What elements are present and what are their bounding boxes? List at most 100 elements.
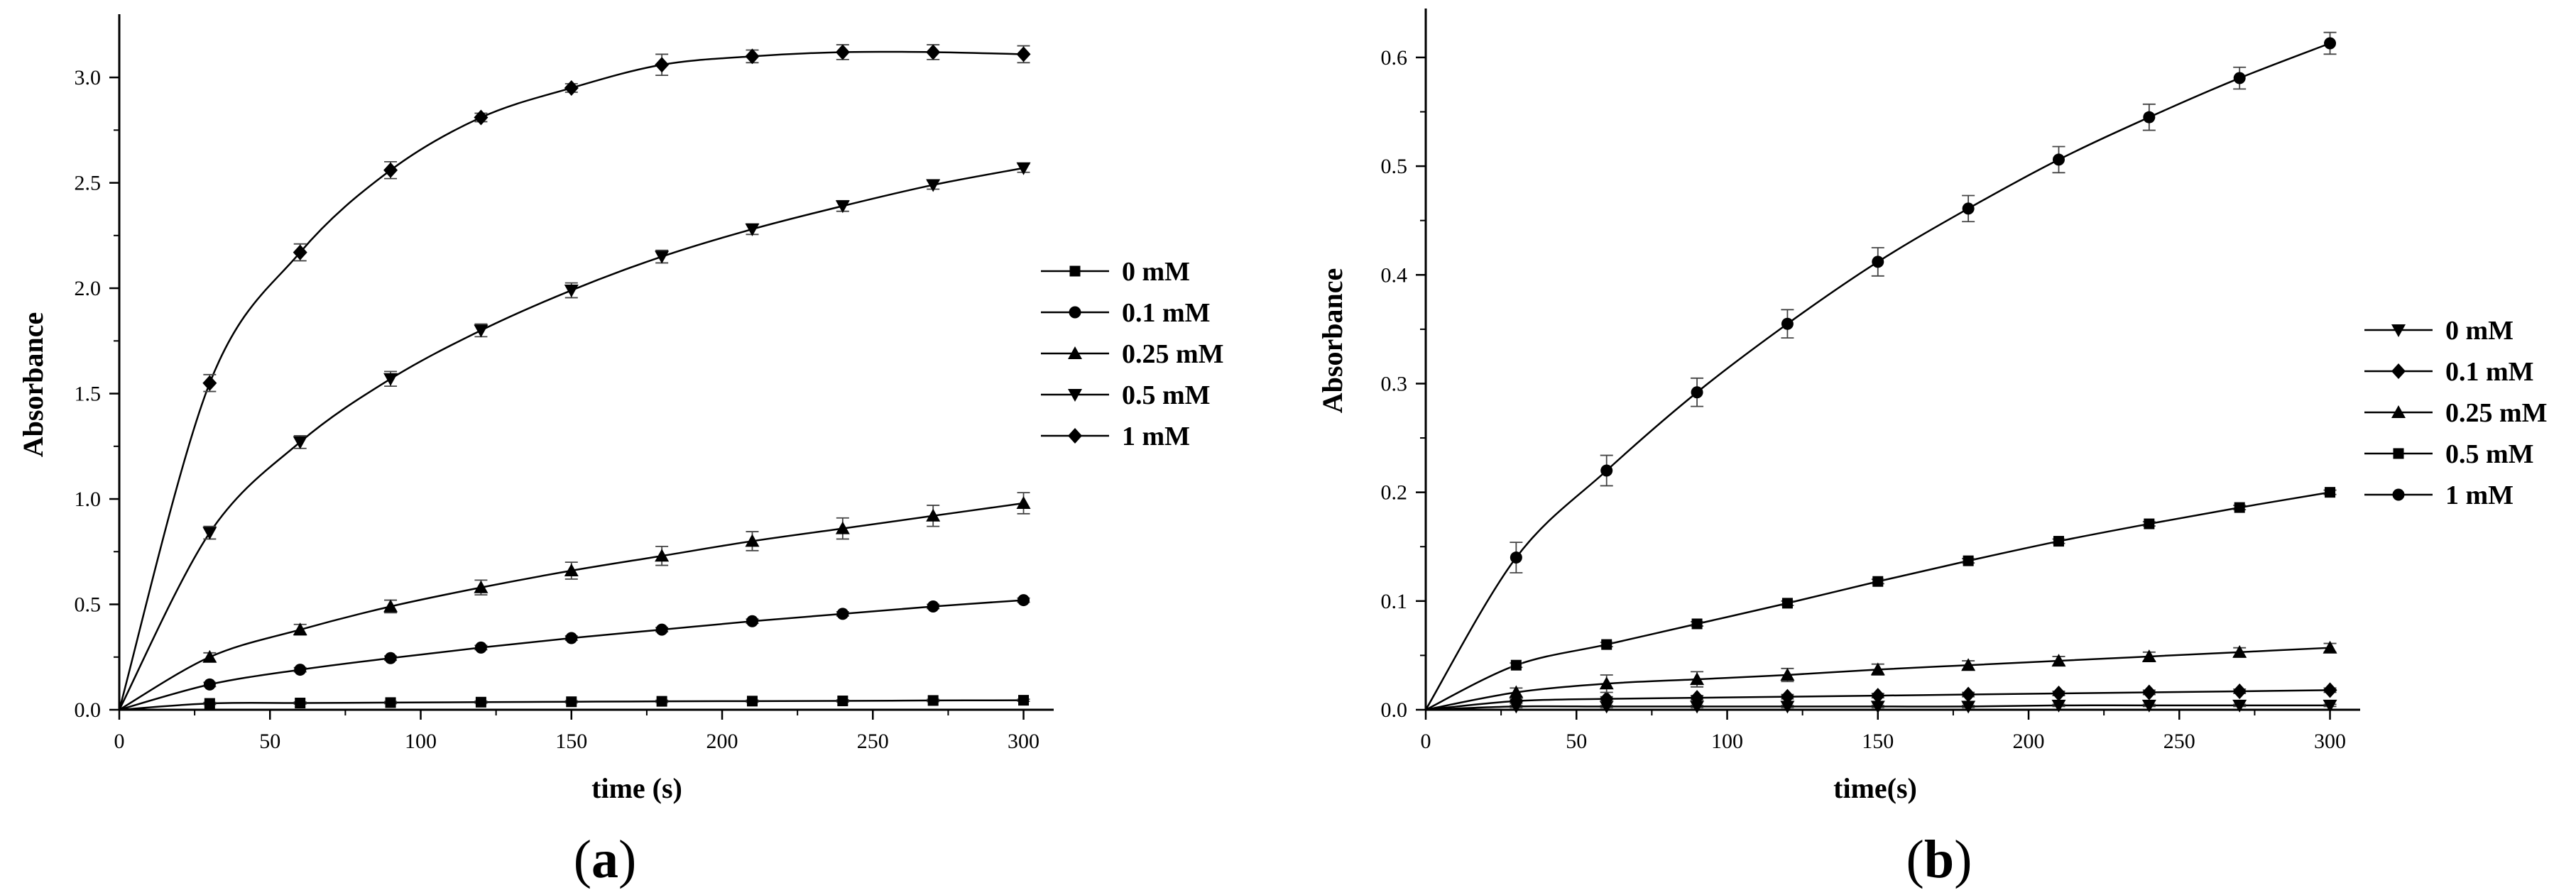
data-point-b (2141, 684, 2156, 701)
y-tick-label-a: 2.0 (75, 277, 102, 300)
data-point-a (1016, 162, 1031, 175)
x-tick-label-a: 150 (555, 730, 587, 753)
data-point-b (2052, 153, 2065, 166)
data-point-a (385, 697, 396, 708)
y-tick-label-a: 0.5 (75, 593, 102, 617)
data-point-a (204, 698, 215, 709)
data-point-b (1872, 576, 1884, 587)
series-a-0 (119, 695, 1030, 711)
data-point-a (383, 599, 398, 613)
data-point-a (1017, 594, 1030, 607)
data-point-a (746, 696, 758, 707)
panel-label-letter-b: b (1924, 830, 1954, 889)
y-tick-label-b: 0.6 (1381, 46, 1408, 70)
series-line-a-4 (118, 50, 1024, 710)
data-point-b (2324, 37, 2337, 50)
data-point-a (384, 652, 397, 664)
data-point-a (203, 678, 216, 691)
data-point-b (2144, 518, 2155, 529)
data-point-b (2051, 686, 2066, 702)
data-point-b (1962, 202, 1975, 215)
data-point-b (2232, 699, 2247, 713)
data-point-b (1600, 464, 1613, 477)
series-a-3 (118, 162, 1031, 710)
panel-label-letter-a: a (591, 830, 618, 889)
series-a-2 (119, 492, 1031, 711)
data-point-a (836, 608, 849, 620)
data-point-a (655, 57, 670, 73)
y-axis-title-a: Absorbance (17, 312, 49, 457)
data-point-b (2323, 699, 2337, 713)
legend-label-a: 0.1 mM (1122, 298, 1211, 328)
y-tick-label-a: 1.5 (75, 383, 102, 406)
y-tick-label-a: 3.0 (75, 66, 102, 89)
data-point-a (293, 244, 307, 260)
x-tick-label-a: 100 (405, 730, 437, 753)
data-point-b (2053, 536, 2064, 547)
legend-marker-b (2392, 488, 2405, 501)
data-point-a (295, 697, 306, 708)
data-point-a (927, 600, 939, 613)
legend-marker-a (1068, 428, 1082, 444)
data-point-b (1780, 667, 1795, 681)
data-point-b (1961, 701, 1976, 714)
data-point-b (2051, 654, 2066, 667)
y-tick-label-b: 0.3 (1381, 372, 1408, 395)
x-tick-label-b: 300 (2314, 730, 2346, 753)
series-a-4 (118, 44, 1031, 710)
legend-label-a: 0.5 mM (1122, 380, 1211, 410)
data-point-a (927, 695, 939, 706)
data-point-b (1691, 618, 1703, 630)
series-line-b-4 (1424, 42, 2330, 710)
x-tick-label-b: 200 (2013, 730, 2045, 753)
x-axis-title-a: time (s) (591, 772, 682, 804)
legend-label-b: 0.1 mM (2445, 357, 2534, 387)
data-point-a (835, 521, 850, 534)
x-tick-label-a: 250 (857, 730, 889, 753)
data-point-a (745, 48, 760, 65)
y-tick-label-a: 1.0 (75, 488, 102, 511)
y-tick-label-b: 0.0 (1381, 698, 1408, 722)
chart-panel-b: 0 50 100 150 200 250 300 0.0 0.1 0.2 0.3 0.4 0.5 0.6 0… (1316, 9, 2548, 889)
y-tick-label-b: 0.5 (1381, 155, 1408, 178)
data-point-a (474, 580, 489, 593)
x-tick-label-a: 50 (259, 730, 280, 753)
data-point-a (1018, 695, 1030, 706)
data-point-a (655, 623, 668, 636)
data-point-b (1963, 555, 1974, 566)
data-point-a (656, 696, 667, 707)
data-point-a (837, 696, 848, 707)
data-point-b (2232, 644, 2247, 658)
data-point-a (745, 223, 760, 236)
series-b-2 (1425, 640, 2337, 711)
data-point-a (926, 508, 941, 522)
legend-label-a: 1 mM (1122, 422, 1190, 451)
y-axis-title-b: Absorbance (1316, 268, 1348, 413)
x-axis-title-b: time(s) (1833, 772, 1917, 804)
data-point-b (1780, 688, 1795, 705)
legend-label-b: 0 mM (2445, 316, 2514, 346)
data-point-a (835, 200, 850, 214)
legend-label-b: 0.5 mM (2445, 439, 2534, 469)
data-point-a (746, 615, 758, 627)
data-point-a (202, 375, 217, 391)
data-point-b (2051, 699, 2066, 713)
legend-marker-a (1068, 346, 1082, 359)
data-point-b (2234, 502, 2245, 513)
legend-marker-b (2391, 324, 2406, 337)
data-point-b (1781, 598, 1793, 609)
data-point-b (1601, 639, 1612, 650)
legend-marker-a (1068, 389, 1082, 402)
x-tick-label-b: 0 (1421, 730, 1431, 753)
legend-marker-a (1069, 306, 1081, 319)
series-line-b-3 (1425, 491, 2330, 711)
data-point-b (2143, 111, 2156, 123)
data-point-b (2141, 699, 2156, 713)
series-b-3 (1425, 487, 2337, 711)
x-tick-label-b: 250 (2163, 730, 2195, 753)
data-point-b (1780, 701, 1795, 714)
y-tick-label-a: 0.0 (75, 698, 102, 722)
data-point-b (2141, 649, 2156, 662)
legend-label-b: 0.25 mM (2445, 398, 2548, 428)
